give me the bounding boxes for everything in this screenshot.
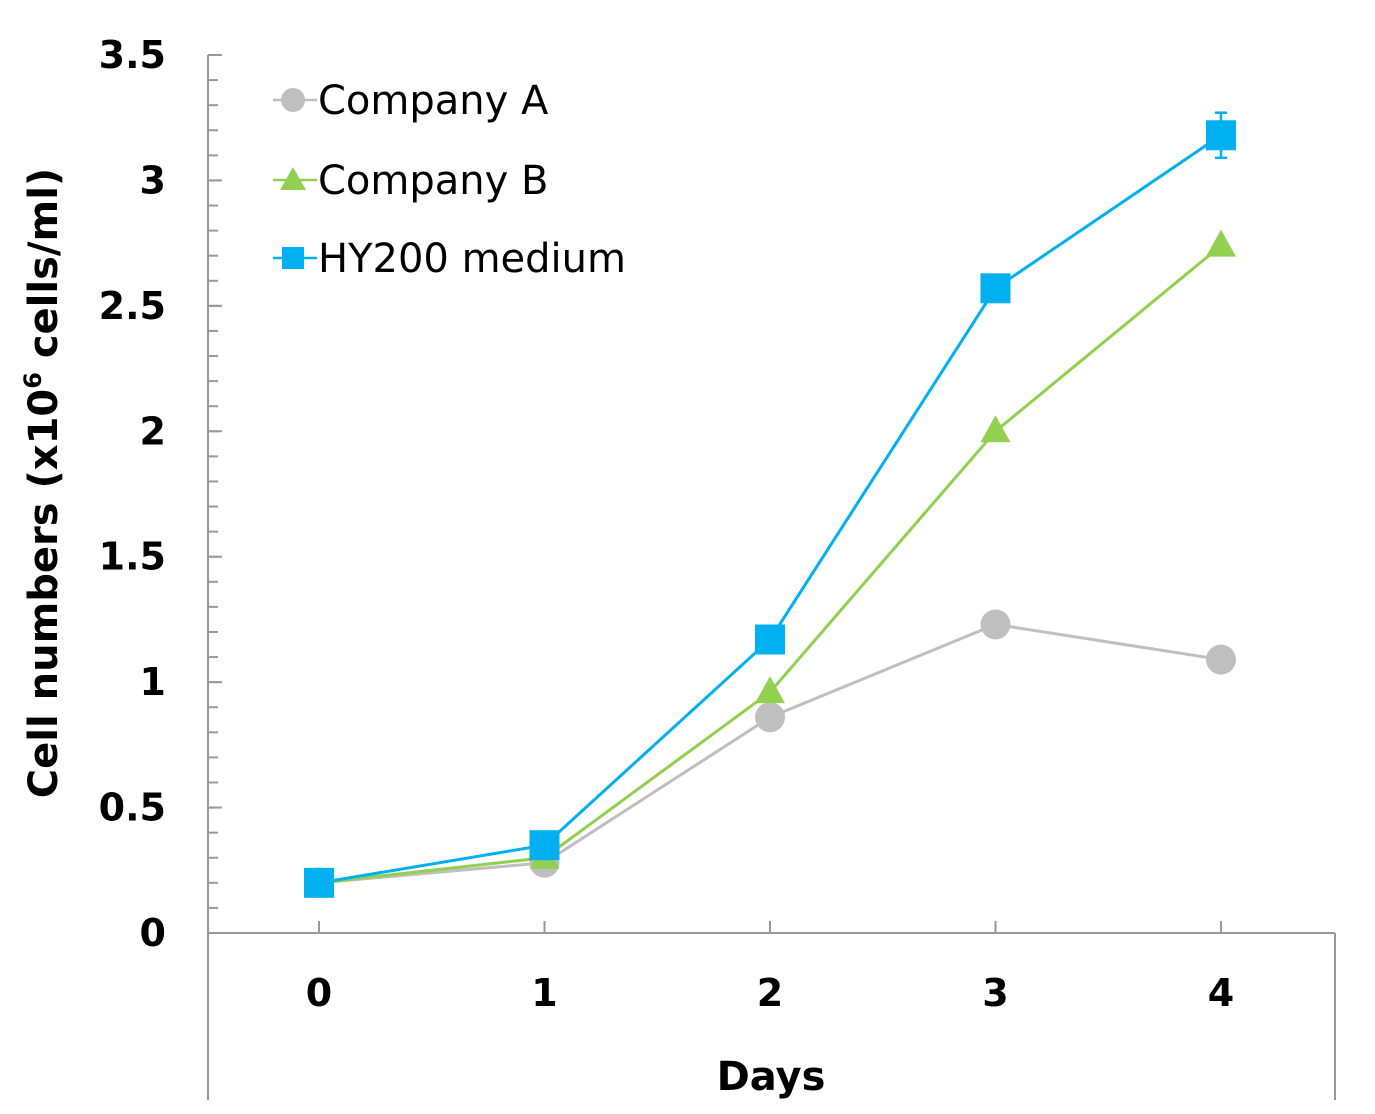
legend-label-company-b: Company B — [318, 158, 548, 204]
legend: Company A Company B HY200 medium — [273, 78, 626, 282]
legend-item-company-a: Company A — [273, 78, 549, 124]
y-axis-title-suffix: cells/ml) — [21, 168, 67, 372]
series-line-company-b — [318, 244, 1222, 885]
series-company-b — [304, 229, 1236, 894]
axes — [207, 55, 1336, 1100]
legend-label-company-a: Company A — [318, 78, 549, 124]
data-point — [980, 415, 1011, 443]
x-tick-label: 0 — [306, 971, 332, 1015]
legend-marker-triangle-icon — [280, 167, 306, 190]
x-ticks: 0 1 2 3 4 — [306, 921, 1234, 1015]
data-point — [980, 609, 1011, 640]
y-axis-title-prefix: Cell numbers (x10 — [21, 389, 67, 798]
data-point — [1206, 644, 1236, 675]
series-hy200-medium — [304, 111, 1236, 898]
legend-marker-circle-icon — [281, 88, 305, 112]
data-point — [755, 624, 785, 655]
data-point — [1206, 229, 1236, 257]
y-axis-title: Cell numbers (x106 cells/ml) — [19, 168, 67, 798]
data-point — [529, 830, 560, 861]
y-ticks: 0 0.5 1 1.5 2 2.5 3 3.5 — [99, 33, 222, 955]
y-tick-label: 1 — [140, 660, 166, 704]
data-point — [755, 676, 785, 704]
y-axis-title-superscript: 6 — [19, 372, 47, 389]
legend-marker-square-icon — [282, 247, 304, 269]
legend-label-hy200-medium: HY200 medium — [318, 236, 626, 282]
legend-item-company-b: Company B — [273, 158, 548, 204]
data-point — [980, 273, 1011, 304]
data-point — [304, 867, 334, 898]
y-tick-label: 1.5 — [99, 535, 166, 579]
series — [304, 111, 1236, 898]
y-tick-label: 3 — [140, 158, 166, 202]
y-tick-label: 3.5 — [99, 33, 166, 77]
x-axis-title: Days — [717, 1054, 826, 1100]
x-tick-label: 2 — [757, 971, 783, 1015]
y-tick-label: 2 — [140, 409, 166, 453]
x-tick-label: 1 — [531, 971, 557, 1015]
data-point — [755, 702, 785, 733]
y-tick-label: 0.5 — [99, 786, 166, 830]
x-tick-label: 3 — [982, 971, 1008, 1015]
y-tick-label: 0 — [140, 911, 166, 955]
data-point — [1206, 120, 1236, 151]
x-tick-label: 4 — [1208, 971, 1234, 1015]
legend-item-hy200-medium: HY200 medium — [273, 236, 626, 282]
series-line-company-a — [318, 622, 1222, 885]
y-tick-label: 2.5 — [99, 284, 166, 328]
